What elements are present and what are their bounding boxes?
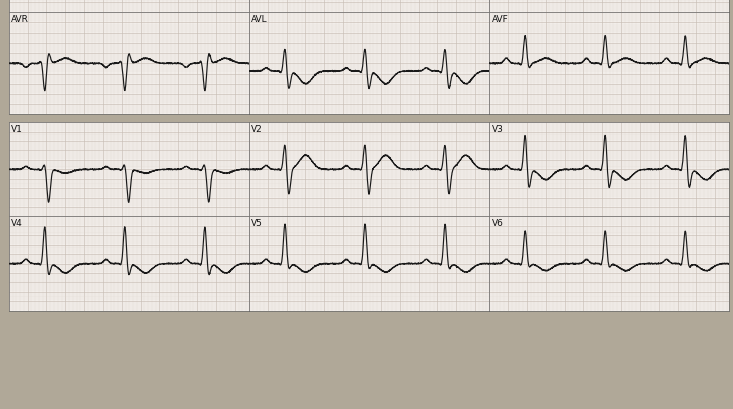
Text: V5: V5 xyxy=(251,219,263,228)
Text: V1: V1 xyxy=(11,125,23,134)
Text: V6: V6 xyxy=(492,219,504,228)
Text: AVR: AVR xyxy=(11,15,29,24)
Text: V3: V3 xyxy=(492,125,504,134)
Text: V4: V4 xyxy=(11,219,23,228)
Text: AVL: AVL xyxy=(251,15,268,24)
Text: AVF: AVF xyxy=(492,15,508,24)
Text: V2: V2 xyxy=(251,125,263,134)
